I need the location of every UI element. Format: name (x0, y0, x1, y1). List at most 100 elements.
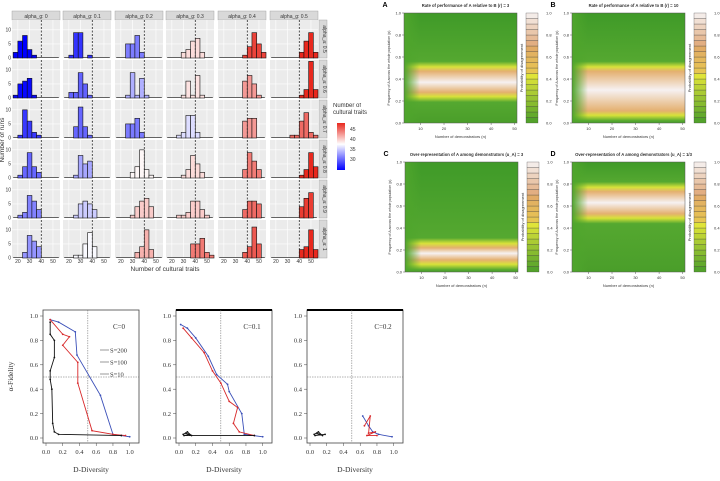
colorbar: 0.0 0.2 0.4 0.6 0.8 1.0 Probability of disagre… (520, 159, 553, 274)
trajectory-point (207, 355, 210, 358)
heatmap-surface (572, 162, 685, 272)
trajectory-panel: 0.0 0.2 0.4 0.6 0.8 1.0 0.0 0.2 0.4 0.6 0.8 1.0 D-Di… (163, 309, 273, 474)
x-tick-label: 0.0 (306, 449, 314, 456)
histogram-bar (313, 89, 319, 99)
y-tick-label: 0.6 (563, 203, 569, 208)
histogram-bar (125, 94, 131, 99)
x-tick-label: 20 (610, 126, 615, 131)
trajectory-point (190, 434, 193, 437)
facet-column-label: alpha_g: 0.4 (228, 14, 256, 20)
histogram-bar (12, 52, 19, 59)
trajectory-point (391, 435, 393, 438)
histogram-bar (17, 134, 23, 139)
colorbar-cell (526, 178, 540, 185)
trajectory-S-200 (180, 324, 263, 438)
colorbar-cell (693, 216, 707, 223)
x-tick-label: 10 (419, 275, 424, 280)
trajectory-point (76, 354, 78, 356)
colorbar-tick-label: 0.4 (546, 76, 552, 81)
histogram-bar (68, 54, 74, 59)
colorbar-cell (525, 18, 539, 25)
colorbar-cell (693, 255, 707, 262)
histogram-bar (303, 197, 309, 219)
trajectory-point (99, 394, 102, 397)
plot-frame (306, 309, 404, 444)
facet-column-label: alpha_g: 0.3 (176, 14, 204, 20)
histogram-bar (17, 83, 23, 99)
histogram-bar (190, 243, 196, 259)
facet-strip-row (318, 219, 328, 259)
x-tick-label: 0.0 (175, 449, 183, 456)
heatmap-surface (405, 162, 518, 272)
histogram-bar (134, 166, 140, 179)
facet-row-label: alpha_a: 0.9 (321, 185, 327, 213)
histogram-bar (242, 120, 248, 139)
colorbar-tick-label: 0.0 (546, 120, 552, 125)
histogram-facet (270, 100, 319, 139)
y-tick-label: 0.0 (563, 120, 569, 125)
trajectory-panel: 0.0 0.2 0.4 0.6 0.8 1.0 0.0 0.2 0.4 0.6 0.8 1.0 D-Di… (294, 309, 404, 474)
histogram-bar (77, 155, 84, 179)
y-tick-label: 0.2 (563, 98, 569, 103)
trajectory-point (49, 318, 52, 321)
colorbar: 0.0 0.2 0.4 0.6 0.8 1.0 Probability of disagre… (519, 10, 552, 125)
y-tick-label: 0.0 (163, 435, 171, 442)
colorbar-cell (525, 111, 539, 118)
x-tick-label: 20 (443, 275, 448, 280)
histogram-bar (17, 174, 23, 179)
histogram-bar (139, 200, 145, 219)
facet-background (166, 220, 214, 258)
facet-background (166, 180, 214, 218)
x-tick-label: 0.4 (75, 449, 84, 456)
colorbar-cell (693, 56, 707, 63)
x-tick-label: 0.6 (225, 449, 234, 456)
colorbar-tick-label: 0.4 (547, 225, 553, 230)
x-axis-label: Number of demonstrators (n) (435, 134, 487, 139)
x-axis-label: Number of demonstrators (n) (603, 134, 655, 139)
histogram-bar (246, 152, 253, 179)
facet-background (218, 100, 266, 138)
histogram-bar (303, 112, 309, 139)
histogram-bar (148, 249, 154, 259)
trajectory-point (369, 415, 372, 417)
x-tick-label: 30 (27, 259, 33, 265)
colorbar-cell (525, 23, 539, 30)
colorbar-cell (693, 51, 707, 58)
colorbar-tick-label: 0.6 (546, 54, 552, 59)
x-tick-label: 0.4 (208, 449, 217, 456)
histogram-bar (82, 126, 88, 139)
colorbar-label: Probability of disagreement (687, 192, 692, 241)
x-tick-label: 0.2 (192, 449, 200, 456)
histogram-bar (303, 246, 309, 259)
colorbar-cell (693, 266, 707, 273)
y-axis-label: Frequency of A across the whole populati… (555, 180, 559, 255)
histogram-bar (82, 163, 88, 179)
histogram-bar (303, 169, 309, 179)
x-tick-label: 30 (130, 259, 136, 265)
trajectory-point (49, 321, 52, 323)
colorbar-cell (526, 238, 540, 245)
trajectory-point (188, 433, 190, 436)
histogram-bar (87, 54, 93, 59)
colorbar-cell (525, 67, 539, 74)
histogram-bar (298, 174, 305, 179)
y-tick-label: 10 (5, 148, 11, 154)
histogram-bar (134, 35, 140, 59)
histogram-facet (12, 220, 60, 259)
colorbar-cell (693, 73, 707, 80)
histogram-bar (36, 134, 42, 139)
trajectory-point (374, 431, 377, 433)
facet-background (63, 20, 111, 58)
histogram-facet (12, 60, 60, 99)
x-tick-label: 50 (204, 259, 210, 265)
x-tick-label: 40 (296, 259, 302, 265)
histogram-facet (218, 100, 266, 139)
y-tick-label: 0.8 (30, 338, 38, 345)
colorbar-cell (693, 100, 707, 107)
histogram-bar (134, 117, 140, 139)
x-tick-label: 50 (101, 259, 107, 265)
histogram-bar (303, 89, 309, 99)
trajectory-point (91, 429, 93, 432)
histogram-bar (251, 83, 257, 99)
y-tick-label: 0.2 (294, 411, 302, 418)
